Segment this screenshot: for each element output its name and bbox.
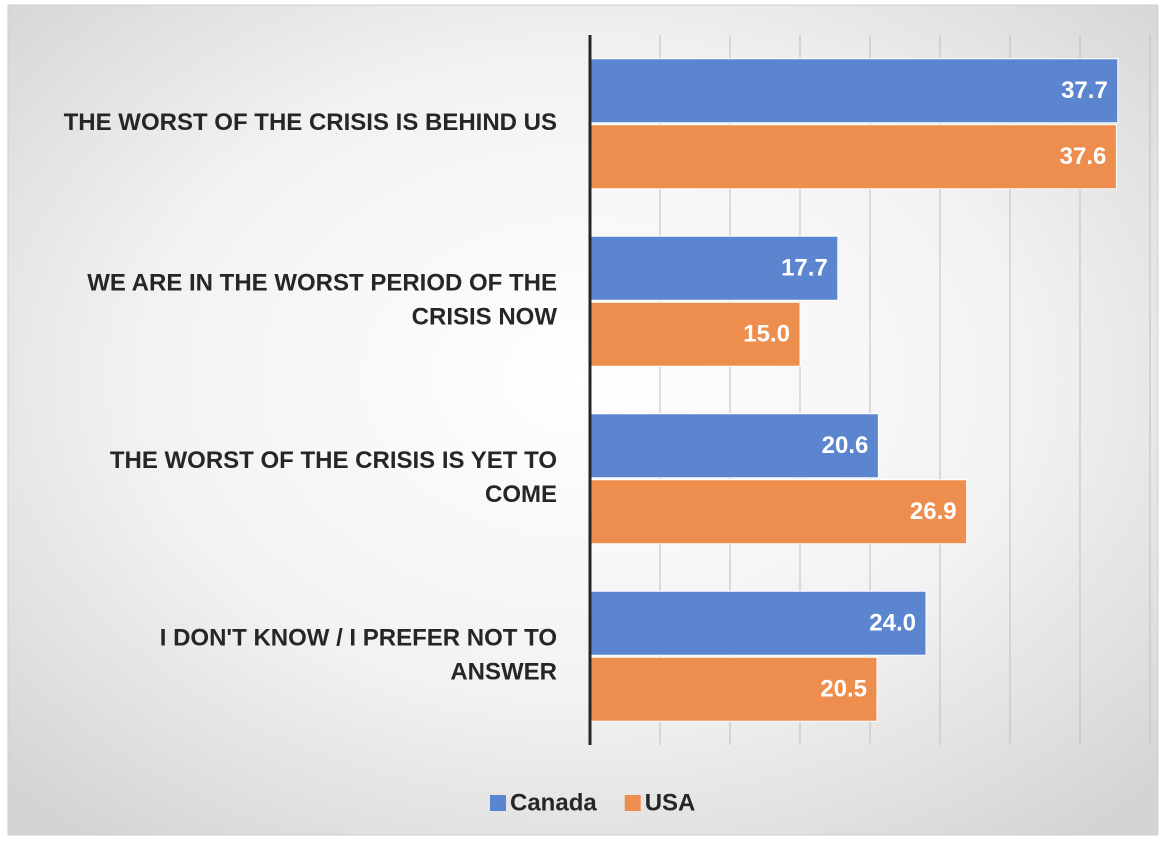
data-label: 37.7 [1061,77,1108,104]
data-label: 20.5 [820,676,867,703]
data-label: 15.0 [743,321,790,348]
bar [589,479,968,545]
bar [589,235,839,301]
bar [589,413,879,479]
y-tick-label: THE WORST OF THE CRISIS IS BEHIND US [64,109,557,136]
data-label: 26.9 [910,498,957,525]
y-tick-label: WE ARE IN THE WORST PERIOD OF THE CRISIS … [87,270,557,331]
y-tick-label: THE WORST OF THE CRISIS IS YET TO COME [110,447,557,508]
legend-label: Canada [510,789,597,816]
legend-label: USA [645,789,696,816]
bar [589,590,927,656]
data-label: 17.7 [781,255,828,282]
legend-swatch [490,795,506,811]
y-tick-label: I DON'T KNOW / I PREFER NOT TO ANSWER [160,625,557,686]
bar [589,58,1119,124]
data-label: 20.6 [822,432,869,459]
bar [589,301,801,367]
data-label: 37.6 [1060,143,1107,170]
legend-swatch [624,795,641,811]
data-label: 24.0 [869,610,916,637]
bar [589,124,1117,190]
